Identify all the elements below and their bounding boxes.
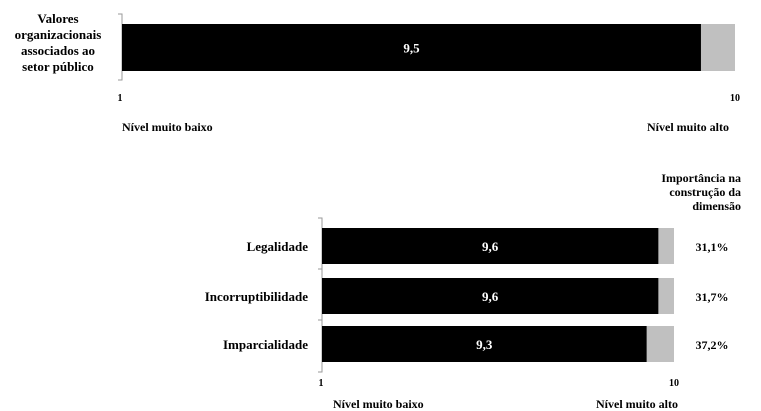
scale-label-high: Nível muito alto	[596, 397, 678, 411]
data-label: 9,6	[482, 239, 499, 254]
category-label: setor público	[22, 59, 94, 74]
tick-label-max: 10	[669, 378, 679, 389]
data-label: 9,5	[403, 41, 420, 56]
category-label: associados ao	[21, 43, 95, 58]
data-label: 9,3	[476, 337, 493, 352]
category-axis	[118, 13, 123, 81]
bar	[122, 24, 701, 71]
importance-header: dimensão	[692, 199, 741, 213]
tick-label-min: 1	[319, 378, 324, 389]
tick-label-min: 1	[118, 93, 123, 104]
category-label: Legalidade	[247, 239, 309, 254]
bar	[322, 278, 659, 314]
bar	[322, 228, 659, 264]
scale-label-low: Nível muito baixo	[333, 397, 424, 411]
category-label: Valores	[37, 11, 78, 26]
importance-value: 37,2%	[696, 338, 729, 352]
category-label: organizacionais	[15, 27, 102, 42]
tick-label-max: 10	[730, 93, 740, 104]
bar	[322, 326, 647, 362]
category-label: Incorruptibilidade	[205, 289, 309, 304]
importance-header: construção da	[669, 185, 741, 199]
data-label: 9,6	[482, 289, 499, 304]
scale-label-low: Nível muito baixo	[122, 120, 213, 134]
category-axis	[318, 217, 323, 373]
importance-header: Importância na	[661, 171, 741, 185]
scale-label-high: Nível muito alto	[647, 120, 729, 134]
category-label: Imparcialidade	[223, 337, 308, 352]
importance-value: 31,7%	[696, 290, 729, 304]
importance-value: 31,1%	[696, 240, 729, 254]
